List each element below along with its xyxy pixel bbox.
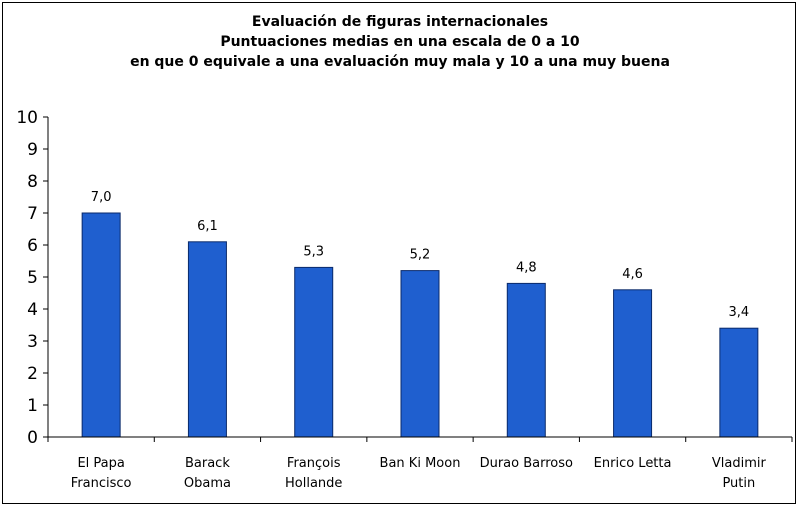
bar-value-label: 6,1 xyxy=(197,219,218,234)
bar-value-label: 4,8 xyxy=(516,260,537,275)
x-category-label: Barack xyxy=(185,456,230,471)
y-tick-label: 3 xyxy=(27,332,38,352)
y-tick-label: 10 xyxy=(16,108,38,128)
bar-value-label: 4,6 xyxy=(622,267,643,282)
y-tick-label: 0 xyxy=(27,428,38,448)
x-category-label: Putin xyxy=(722,476,755,491)
bar-value-label: 3,4 xyxy=(729,305,750,320)
title-line-1: Evaluación de figuras internacionales xyxy=(251,14,549,30)
chart-title: Evaluación de figuras internacionales Pu… xyxy=(0,12,800,72)
x-category-label: Francisco xyxy=(71,476,132,491)
bar xyxy=(187,241,227,438)
bar xyxy=(400,270,440,438)
bar xyxy=(613,289,653,438)
y-tick-label: 8 xyxy=(27,172,38,192)
bar-value-label: 5,3 xyxy=(303,244,324,259)
x-category-label: Obama xyxy=(184,476,231,491)
y-tick-label: 7 xyxy=(27,204,38,224)
y-tick-label: 5 xyxy=(27,268,38,288)
x-category-label: Hollande xyxy=(285,476,342,491)
y-tick-label: 4 xyxy=(27,300,38,320)
title-line-3: en que 0 equivale a una evaluación muy m… xyxy=(130,54,670,70)
x-category-label: Enrico Letta xyxy=(594,456,672,471)
bar-value-label: 7,0 xyxy=(91,190,112,205)
y-tick-label: 1 xyxy=(27,396,38,416)
bar xyxy=(81,212,121,438)
title-line-2: Puntuaciones medias en una escala de 0 a… xyxy=(220,34,580,50)
x-category-label: Ban Ki Moon xyxy=(380,456,461,471)
x-category-label: El Papa xyxy=(77,456,124,471)
y-tick-label: 9 xyxy=(27,140,38,160)
bar xyxy=(719,327,759,438)
bar xyxy=(506,282,546,438)
bar xyxy=(294,266,334,438)
y-tick-label: 6 xyxy=(27,236,38,256)
y-tick-label: 2 xyxy=(27,364,38,384)
x-category-label: Durao Barroso xyxy=(480,456,573,471)
x-category-label: Vladimir xyxy=(712,456,767,471)
bar-value-label: 5,2 xyxy=(410,248,431,263)
x-category-label: François xyxy=(287,456,341,471)
